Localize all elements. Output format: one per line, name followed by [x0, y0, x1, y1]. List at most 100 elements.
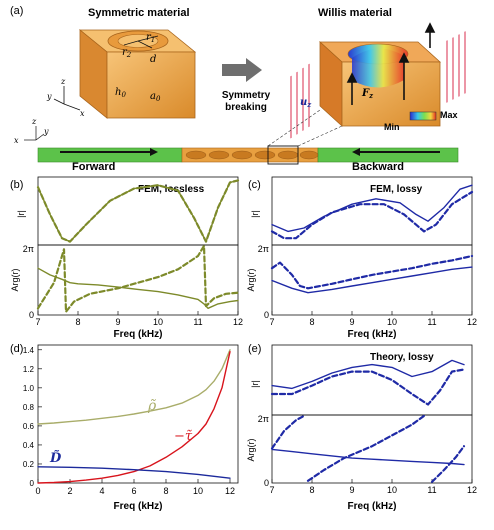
e-ylabel-bottom: Arg(r): [246, 439, 256, 462]
e-bottom-series-1: [270, 414, 306, 450]
dim-h0: h0: [115, 87, 126, 99]
panel-label-c: (c): [248, 179, 261, 191]
ytick-label: 0: [30, 479, 35, 488]
xtick-label: 4: [99, 486, 104, 496]
label-fz: Fz: [361, 88, 374, 100]
xtick-label: 12: [467, 485, 477, 495]
c-ylabel-bottom: Arg(r): [246, 269, 256, 292]
ytick-label: 1.0: [23, 384, 35, 393]
b-bottom-plot: [36, 244, 240, 313]
backward-arrow-head: [352, 148, 360, 156]
label-d: D̃: [49, 450, 62, 466]
panel-c: (c) FEM, lossy |r| Arg(r) 2π 0 7 8 9 10 11 12…: [246, 176, 477, 340]
xtick-label: 9: [349, 485, 354, 495]
c-title: FEM, lossy: [370, 184, 423, 195]
symmetric-cube: [78, 29, 197, 119]
axes-triad: [53, 86, 81, 111]
c-bottom-series-0: [271, 266, 473, 294]
panel-label-d: (d): [10, 343, 23, 355]
force-arrows: [346, 22, 436, 105]
xtick-label: 7: [35, 317, 40, 327]
b-bottom-frame: [37, 244, 239, 316]
colorbar: [409, 111, 437, 121]
panel-label-b: (b): [10, 179, 23, 191]
d-xlabel: Freq (kHz): [114, 501, 163, 512]
xtick-label: 11: [427, 317, 436, 327]
b-bottom-series-1: [36, 244, 240, 313]
xtick-label: 8: [75, 317, 80, 327]
panel-label-e: (e): [248, 343, 261, 355]
ytick-label: 0.8: [23, 403, 35, 412]
b-bottom-series-0: [37, 267, 239, 309]
xtick-label: 0: [35, 486, 40, 496]
xtick-label: 10: [387, 317, 397, 327]
panel-d: (d) 0 0.2 0.4 0.6 0.8 1.0 1.2 1.4 0 2 4 6 8 10 12 Fre…: [10, 343, 239, 512]
b-ylabel-top: |r|: [16, 210, 26, 218]
xtick-label: 8: [163, 486, 168, 496]
xtick-label: 12: [233, 317, 243, 327]
e-xlabel: Freq (kHz): [348, 501, 397, 512]
d-series-0: [37, 349, 231, 425]
b-ytick-0: 0: [29, 310, 34, 320]
e-top-plot: [270, 359, 466, 406]
dim-r1: r1: [146, 32, 155, 44]
forward-arrow-head: [150, 148, 158, 156]
symmetry-breaking-arrow: [222, 58, 262, 82]
symmetric-material-title: Symmetric material: [88, 7, 190, 19]
b-top-plot: [36, 179, 240, 243]
e-bottom-series-2: [306, 414, 426, 482]
e-xticks: 7 8 9 10 11 12: [269, 479, 477, 495]
c-xticks: 7 8 9 10 11 12: [269, 311, 477, 327]
c-xlabel: Freq (kHz): [348, 329, 397, 340]
b-xticks: 7 8 9 10 11 12: [35, 311, 243, 327]
label-tau: −τ̃: [174, 429, 193, 444]
colorbar-max: Max: [440, 110, 458, 120]
xtick-label: 2: [67, 486, 72, 496]
willis-cube: [318, 41, 442, 127]
xtick-label: 9: [115, 317, 120, 327]
backward-label: Backward: [352, 161, 404, 173]
xtick-label: 8: [309, 485, 314, 495]
ytick-label: 1.4: [23, 346, 35, 355]
ytick-label: 0.2: [23, 460, 35, 469]
e-title: Theory, lossy: [370, 352, 434, 363]
c-ytick-0: 0: [264, 310, 269, 320]
d-series-2: [37, 466, 231, 479]
d-yticks: 0 0.2 0.4 0.6 0.8 1.0 1.2 1.4: [23, 346, 42, 488]
xtick-label: 12: [225, 486, 235, 496]
xtick-label: 8: [309, 317, 314, 327]
ytick-label: 0.4: [23, 441, 35, 450]
b-ylabel-bottom: Arg(r): [10, 269, 20, 292]
d-xticks: 0 2 4 6 8 10 12: [35, 479, 235, 496]
wave-field-right: [444, 30, 468, 104]
ytick-label: 0.6: [23, 422, 35, 431]
forward-label: Forward: [72, 161, 115, 173]
zoom-lines: [267, 109, 343, 147]
wave-field-left: [288, 62, 312, 140]
e-ytick-2pi: 2π: [258, 414, 269, 424]
dim-a0: a0: [150, 91, 161, 103]
xtick-label: 9: [349, 317, 354, 327]
willis-material-title: Willis material: [318, 7, 392, 19]
axis-y: y: [46, 92, 52, 101]
d-series-1: [37, 351, 231, 484]
e-bottom-plot: [270, 414, 466, 483]
e-top-series-1: [270, 368, 466, 406]
panel-e: (e) Theory, lossy |r| Arg(r) 2π 0 7 8 9 10 1…: [246, 343, 477, 512]
b-ytick-2pi: 2π: [23, 244, 34, 254]
xtick-label: 10: [153, 317, 163, 327]
c-bottom-plot: [270, 254, 474, 294]
c-bottom-series-1: [270, 254, 474, 290]
c-top-series-1: [270, 190, 474, 240]
label-uz: uz: [300, 97, 312, 109]
c-bottom-frame: [271, 244, 473, 316]
e-ytick-0: 0: [264, 478, 269, 488]
xtick-label: 11: [193, 317, 202, 327]
wg-axis-y: y: [43, 127, 49, 136]
c-top-series-0: [271, 184, 473, 233]
axis-z: z: [60, 77, 66, 86]
d-plot: [37, 349, 231, 484]
symmetry-text: Symmetry: [222, 90, 271, 101]
e-top-series-0: [271, 359, 465, 390]
